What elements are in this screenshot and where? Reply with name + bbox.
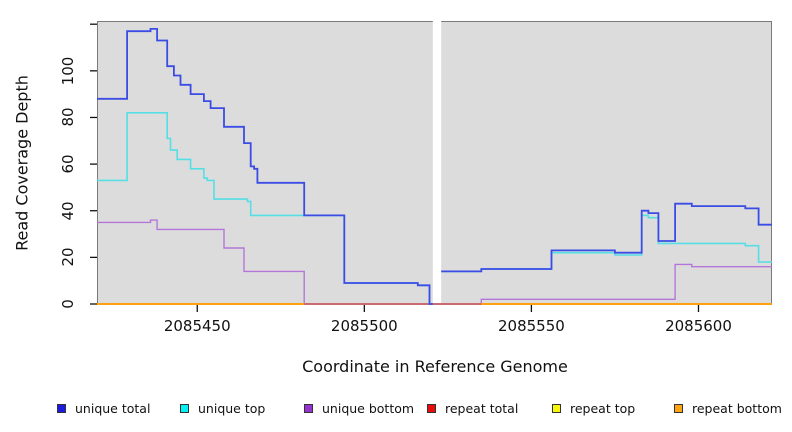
plot-canvas [90, 14, 772, 312]
y-axis-title: Read Coverage Depth [12, 75, 32, 251]
series-line-unique-total [441, 202, 772, 273]
legend-swatch-repeat-bottom [674, 403, 683, 413]
legend-item-unique-total: unique total [57, 400, 150, 416]
legend-label-unique-total: unique total [75, 400, 151, 416]
coverage-gap [432, 14, 442, 305]
legend-item-unique-bottom: unique bottom [304, 400, 414, 416]
y-tick-label: 0 [59, 299, 77, 309]
x-axis-title: Coordinate in Reference Genome [302, 357, 568, 376]
legend-swatch-repeat-total [427, 403, 436, 413]
legend-swatch-unique-bottom [304, 403, 313, 413]
legend-label-unique-top: unique top [198, 400, 266, 416]
series-line-unique-total [97, 28, 433, 305]
y-tick-label: 60 [59, 154, 77, 174]
series-line-unique-bottom [97, 219, 433, 305]
legend-item-unique-top: unique top [180, 400, 265, 416]
legend-label-unique-bottom: unique bottom [322, 400, 415, 416]
legend-label-repeat-bottom: repeat bottom [692, 400, 782, 416]
x-tick-label: 2085500 [330, 317, 398, 335]
y-tick-label: 100 [59, 56, 77, 86]
x-tick-label: 2085450 [163, 317, 231, 335]
x-tick-label: 2085550 [497, 317, 565, 335]
legend-item-repeat-total: repeat total [427, 400, 518, 416]
legend-label-repeat-total: repeat total [445, 400, 519, 416]
legend-swatch-unique-top [180, 403, 189, 413]
y-tick-label: 80 [59, 107, 77, 127]
legend-swatch-unique-total [57, 403, 66, 413]
legend-label-repeat-top: repeat top [570, 400, 636, 416]
legend-item-repeat-bottom: repeat bottom [674, 400, 782, 416]
legend-item-repeat-top: repeat top [552, 400, 635, 416]
legend-swatch-repeat-top [552, 403, 561, 413]
y-tick-label: 40 [59, 201, 77, 221]
y-tick-label: 20 [59, 247, 77, 267]
x-tick-label: 2085600 [665, 317, 732, 335]
